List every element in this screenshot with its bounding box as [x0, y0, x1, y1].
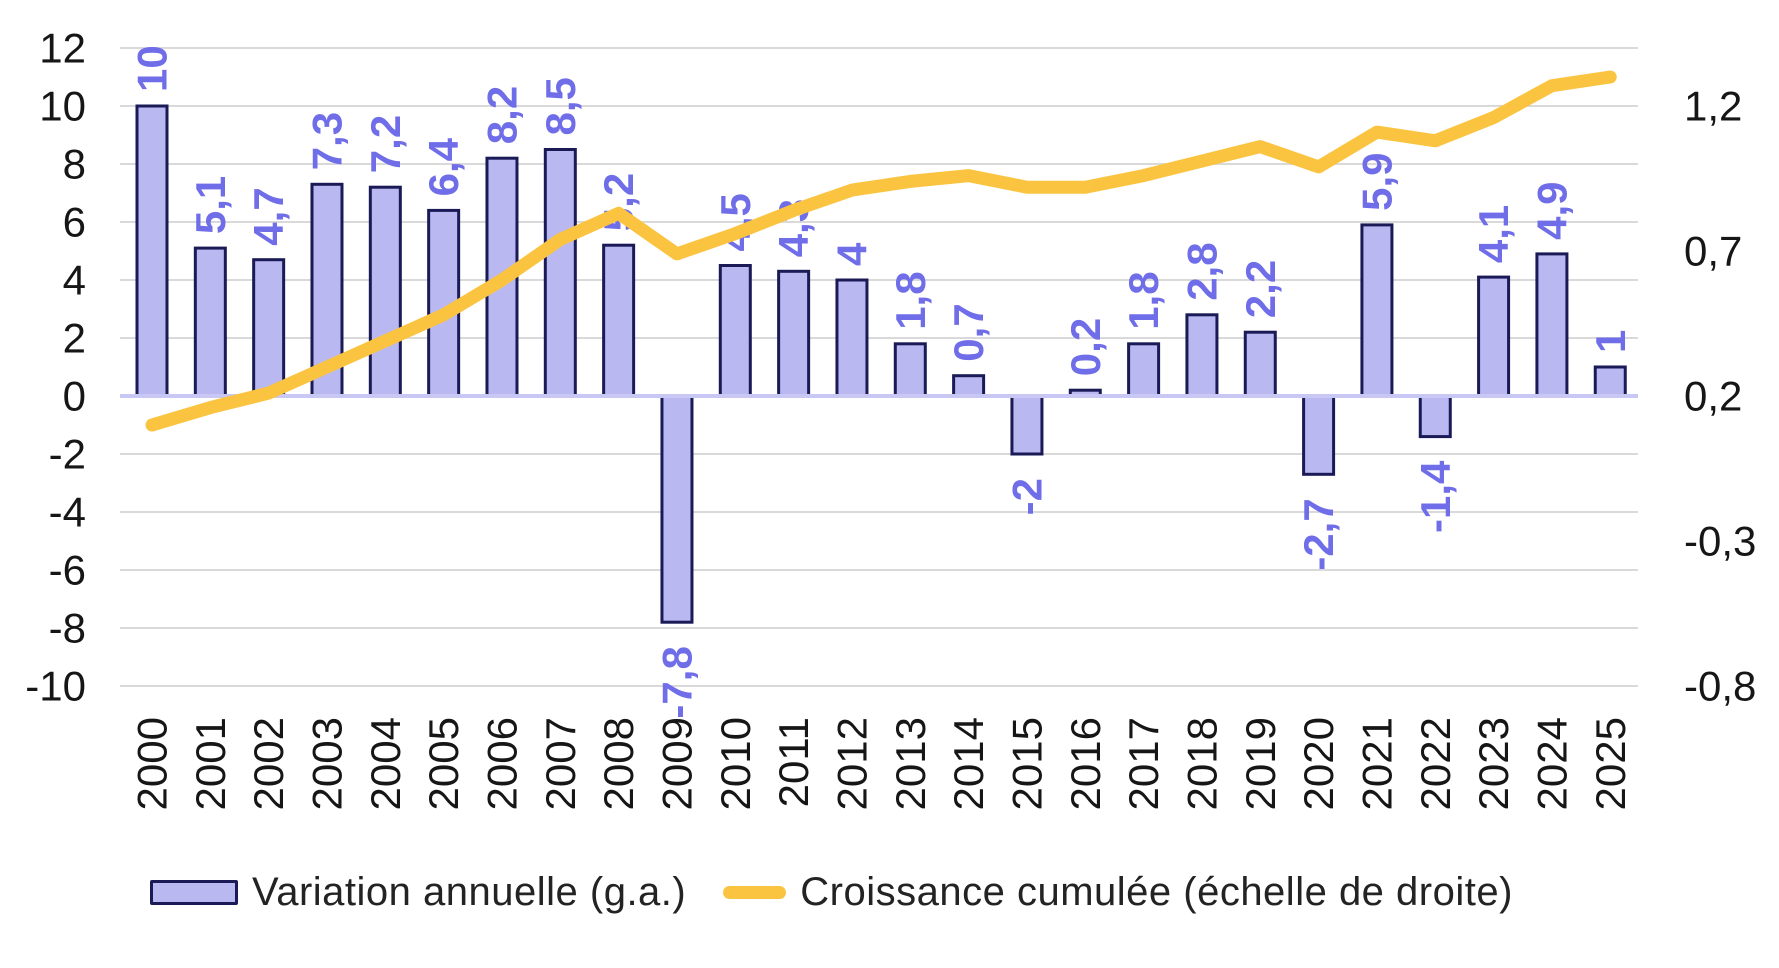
left-axis-tick-6: 6 — [63, 199, 86, 246]
bar-2017 — [1127, 342, 1161, 398]
legend: Variation annuelle (g.a.) Croissance cum… — [150, 870, 1513, 915]
bar-2012 — [835, 278, 869, 398]
x-axis-year-2020: 2020 — [1295, 717, 1342, 810]
x-axis-year-2017: 2017 — [1120, 717, 1167, 810]
bar-label-2007: 8,5 — [537, 77, 584, 135]
bar-label-2017: 1,8 — [1120, 271, 1167, 329]
left-axis-tick--10: -10 — [25, 663, 86, 710]
bar-2000 — [135, 104, 169, 398]
left-axis-tick--4: -4 — [49, 489, 86, 536]
legend-item-croissance-cumulee: Croissance cumulée (échelle de droite) — [723, 870, 1513, 915]
bar-2022 — [1418, 394, 1452, 439]
bar-label-2001: 5,1 — [187, 176, 234, 234]
bar-label-2012: 4 — [828, 242, 875, 266]
x-axis-year-2010: 2010 — [712, 717, 759, 810]
bar-2023 — [1477, 275, 1511, 398]
bar-2018 — [1185, 313, 1219, 398]
bar-label-2009: -7,8 — [653, 646, 700, 718]
bar-2024 — [1535, 252, 1569, 398]
x-axis-year-2000: 2000 — [129, 717, 176, 810]
x-axis-year-2004: 2004 — [362, 717, 409, 810]
left-axis-tick--8: -8 — [49, 605, 86, 652]
left-axis-tick--6: -6 — [49, 547, 86, 594]
right-axis-tick-0,7: 0,7 — [1684, 228, 1742, 275]
left-axis-tick--2: -2 — [49, 431, 86, 478]
bar-label-2013: 1,8 — [887, 271, 934, 329]
bar-label-2015: -2 — [1003, 478, 1050, 515]
left-axis-tick-0: 0 — [63, 373, 86, 420]
left-axis-tick-12: 12 — [39, 25, 86, 72]
bar-2015 — [1010, 394, 1044, 456]
legend-label-variation-annuelle: Variation annuelle (g.a.) — [252, 870, 687, 914]
bar-2010 — [718, 264, 752, 398]
left-axis-tick-8: 8 — [63, 141, 86, 188]
bar-2001 — [193, 246, 227, 398]
bar-2025 — [1593, 365, 1627, 398]
x-axis-year-2023: 2023 — [1470, 717, 1517, 810]
x-axis-year-2006: 2006 — [478, 717, 525, 810]
left-axis-tick-4: 4 — [63, 257, 86, 304]
x-axis-year-2021: 2021 — [1353, 717, 1400, 810]
x-axis-year-2013: 2013 — [887, 717, 934, 810]
bar-label-2002: 4,7 — [245, 187, 292, 245]
bar-label-2003: 7,3 — [303, 112, 350, 170]
x-axis-year-2011: 2011 — [770, 717, 817, 807]
bar-2019 — [1243, 330, 1277, 398]
x-axis-year-2018: 2018 — [1178, 717, 1225, 810]
bar-2021 — [1360, 223, 1394, 398]
left-axis-tick-2: 2 — [63, 315, 86, 362]
x-axis-year-2005: 2005 — [420, 717, 467, 810]
bar-2002 — [252, 258, 286, 398]
right-axis-tick-0,2: 0,2 — [1684, 373, 1742, 420]
x-axis-year-2024: 2024 — [1528, 717, 1575, 810]
bar-label-2006: 8,2 — [478, 86, 525, 144]
x-axis-year-2003: 2003 — [303, 717, 350, 810]
bar-2020 — [1302, 394, 1336, 476]
right-axis-tick--0,3: -0,3 — [1684, 518, 1756, 565]
bar-2004 — [368, 185, 402, 398]
bar-label-2024: 4,9 — [1528, 182, 1575, 240]
legend-bar-swatch-icon — [150, 880, 238, 905]
legend-label-croissance-cumulee: Croissance cumulée (échelle de droite) — [800, 870, 1513, 914]
cumulative-growth-line — [145, 70, 1617, 432]
x-axis-year-2012: 2012 — [828, 717, 875, 810]
bar-2009 — [660, 394, 694, 624]
bar-label-2005: 6,4 — [420, 137, 467, 196]
bar-2007 — [543, 148, 577, 398]
x-axis-year-2007: 2007 — [537, 717, 584, 810]
plot-area: 105,1 4,77,3 7,2 6,48,2 8,55,2-7,84,5 4,3 41,8… — [25, 25, 1756, 811]
x-axis-year-2022: 2022 — [1412, 717, 1459, 810]
x-axis-year-2014: 2014 — [945, 717, 992, 810]
bar-label-2014: 0,7 — [945, 303, 992, 361]
bar-label-2004: 7,2 — [362, 115, 409, 173]
bar-2014 — [952, 374, 986, 398]
bar-2013 — [893, 342, 927, 398]
x-axis-year-2002: 2002 — [245, 717, 292, 810]
x-axis-year-2015: 2015 — [1003, 717, 1050, 810]
x-axis-year-2001: 2001 — [187, 717, 234, 810]
right-axis-tick--0,8: -0,8 — [1684, 663, 1756, 710]
x-axis-year-2019: 2019 — [1237, 717, 1284, 810]
x-axis-year-2008: 2008 — [595, 717, 642, 810]
legend-line-swatch-icon — [723, 886, 787, 899]
bar-label-2020: -2,7 — [1295, 498, 1342, 570]
right-axis-tick-1,2: 1,2 — [1684, 83, 1742, 130]
bar-label-2016: 0,2 — [1062, 318, 1109, 376]
x-axis-year-2025: 2025 — [1587, 717, 1634, 810]
bar-label-2023: 4,1 — [1470, 205, 1517, 263]
x-axis-year-2009: 2009 — [653, 717, 700, 810]
legend-item-variation-annuelle: Variation annuelle (g.a.) — [150, 870, 686, 915]
left-axis-tick-10: 10 — [39, 83, 86, 130]
bar-label-2019: 2,2 — [1237, 260, 1284, 318]
bar-label-2022: -1,4 — [1412, 460, 1459, 533]
bar-label-2021: 5,9 — [1353, 153, 1400, 211]
bar-2011 — [777, 269, 811, 398]
bar-label-2018: 2,8 — [1178, 242, 1225, 300]
x-axis-year-2016: 2016 — [1062, 717, 1109, 810]
bar-label-2000: 10 — [129, 45, 176, 92]
bar-2008 — [602, 243, 636, 398]
bar-label-2025: 1 — [1587, 330, 1634, 353]
